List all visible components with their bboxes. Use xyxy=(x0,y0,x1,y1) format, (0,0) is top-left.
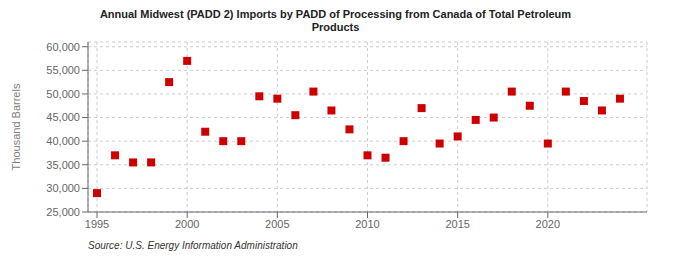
svg-text:2000: 2000 xyxy=(175,218,199,230)
svg-text:55,000: 55,000 xyxy=(46,64,80,76)
svg-text:2020: 2020 xyxy=(536,218,560,230)
html-text:Source: U.S. Energy Informatio: Source: U.S. Energy Information Administ… xyxy=(88,240,298,251)
svg-text:2015: 2015 xyxy=(445,218,469,230)
svg-text:50,000: 50,000 xyxy=(46,88,80,100)
svg-text:Thousand Barrels: Thousand Barrels xyxy=(10,83,22,170)
html-text:Products: Products xyxy=(311,21,360,33)
svg-text:45,000: 45,000 xyxy=(46,111,80,123)
svg-text:30,000: 30,000 xyxy=(46,182,80,194)
svg-text:2005: 2005 xyxy=(265,218,289,230)
html-text:Annual Midwest (PADD 2) Import: Annual Midwest (PADD 2) Imports by PADD … xyxy=(99,8,572,20)
svg-text:1995: 1995 xyxy=(85,218,109,230)
svg-text:25,000: 25,000 xyxy=(46,206,80,218)
svg-text:60,000: 60,000 xyxy=(46,41,80,53)
svg-text:2010: 2010 xyxy=(355,218,379,230)
svg-text:35,000: 35,000 xyxy=(46,159,80,171)
svg-text:40,000: 40,000 xyxy=(46,135,80,147)
